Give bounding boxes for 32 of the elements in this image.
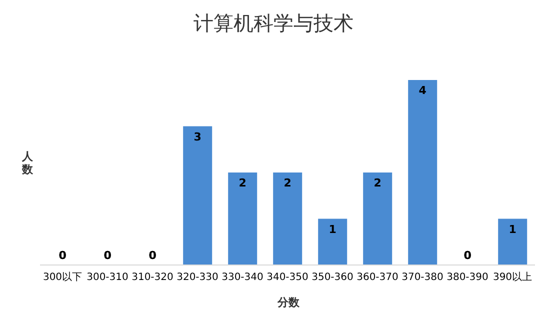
bar — [498, 218, 528, 265]
x-axis-title: 分数 — [276, 295, 300, 310]
bar — [363, 172, 392, 265]
data-label: 1 — [328, 222, 336, 236]
data-label: 2 — [238, 176, 246, 190]
data-label: 0 — [148, 249, 157, 262]
x-tick-label: 320-330 — [176, 272, 218, 284]
bar — [318, 218, 348, 265]
data-label: 0 — [464, 249, 472, 262]
data-label: 1 — [508, 222, 516, 236]
bar — [228, 172, 258, 265]
bar — [408, 80, 438, 265]
x-tick-label: 300-310 — [86, 272, 128, 284]
bar — [273, 172, 302, 265]
data-label: 2 — [374, 176, 382, 190]
x-tick-label: 340-350 — [266, 272, 308, 284]
x-tick-label: 390以上 — [492, 271, 532, 284]
x-tick-label: 360-370 — [356, 272, 398, 284]
chart-title: 计算机科学与技术 — [192, 10, 354, 37]
x-tick-label: 300以下 — [42, 271, 82, 284]
x-tick-label: 370-380 — [402, 272, 444, 284]
bar — [183, 126, 212, 265]
data-label: 2 — [284, 176, 292, 190]
data-label: 4 — [418, 84, 427, 97]
x-tick-label: 330-340 — [222, 272, 264, 284]
x-tick-label: 380-390 — [446, 272, 488, 284]
x-tick-label: 350-360 — [312, 272, 354, 284]
data-label: 0 — [104, 249, 112, 262]
x-tick-label: 310-320 — [132, 272, 174, 284]
data-label: 0 — [58, 249, 67, 262]
data-label: 3 — [194, 130, 202, 144]
y-axis-title: 人数 — [22, 150, 34, 176]
